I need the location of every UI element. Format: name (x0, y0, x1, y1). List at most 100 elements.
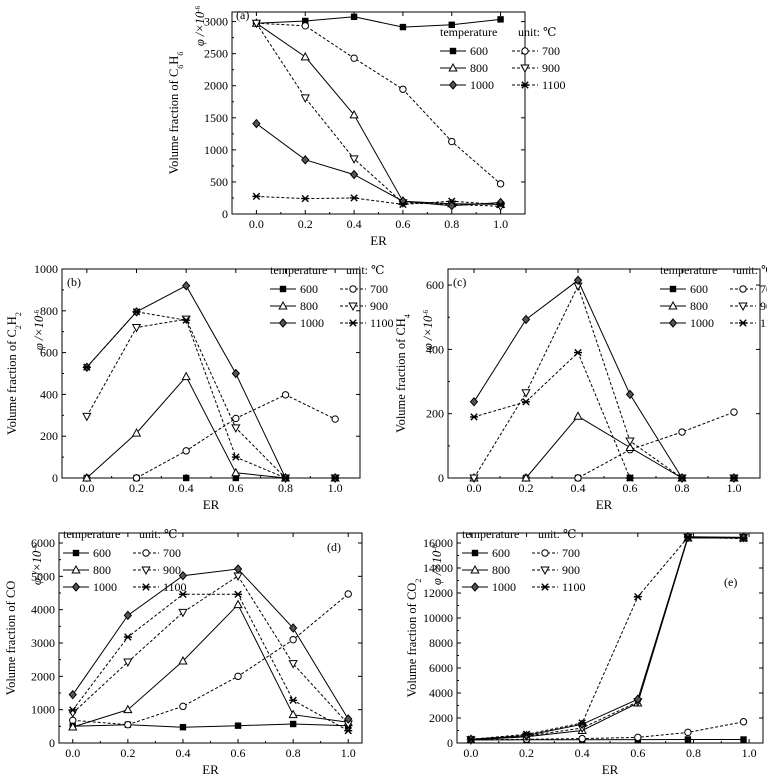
x-tick-label: 0.0 (463, 746, 478, 760)
legend-label-1000: 1000 (690, 316, 714, 330)
legend-marker-700 (349, 285, 357, 293)
y-tick-label: 0 (52, 471, 58, 485)
y-axis-label-text: Volume fraction of C (167, 69, 181, 175)
y-tick-label: 12000 (423, 586, 453, 600)
legend-label-900: 900 (760, 299, 767, 313)
y-axis-label-subscript: 2 (14, 312, 23, 316)
data-point (349, 169, 359, 180)
y-axis-unit-text: φ /×10 (32, 315, 46, 350)
y-axis-label-text: H (5, 316, 19, 325)
legend-unit: unit: ℃ (139, 527, 177, 541)
data-point (684, 736, 692, 743)
data-point (68, 689, 77, 700)
data-point (124, 720, 132, 729)
legend-label-900: 900 (370, 299, 388, 313)
legend-label-800: 800 (300, 299, 318, 313)
legend-label-1100: 1100 (370, 316, 394, 330)
y-tick-label: 1000 (34, 262, 58, 276)
data-point (231, 368, 240, 379)
legend: temperature unit: ℃ 600 700 800 900 1000 1100 (660, 263, 767, 330)
data-point (496, 201, 505, 209)
series-line-800 (470, 537, 744, 741)
legend-label-1100: 1100 (542, 78, 566, 92)
data-point (399, 85, 407, 93)
legend-label-600: 600 (492, 546, 510, 560)
legend-label-800: 800 (470, 61, 488, 75)
data-point (678, 474, 686, 482)
data-point (232, 474, 240, 482)
y-tick-label: 600 (426, 278, 444, 292)
x-tick-label: 0.6 (395, 217, 410, 231)
legend-marker-600 (72, 549, 80, 557)
series-800 (251, 18, 506, 208)
legend-label-700: 700 (562, 546, 580, 560)
x-tick-label: 0.2 (519, 746, 534, 760)
data-point (182, 280, 191, 291)
legend-marker-800 (668, 300, 678, 310)
y-axis-label-text: Volume fraction of C (5, 329, 19, 435)
data-point (349, 155, 359, 164)
legend-marker-800 (470, 564, 480, 574)
legend-marker-600 (279, 285, 287, 293)
data-point (740, 736, 747, 743)
data-point (634, 733, 642, 742)
y-axis-label-subscript: 6 (176, 52, 185, 56)
series-line-700 (256, 22, 501, 185)
series-line-600 (72, 723, 349, 728)
legend-marker-900 (520, 64, 530, 74)
legend-title: temperature (440, 25, 497, 39)
y-tick-label: 0 (222, 207, 228, 221)
data-point (331, 474, 340, 482)
data-point (469, 474, 479, 484)
y-tick-label: 600 (40, 346, 58, 360)
legend-unit: unit: ℃ (346, 263, 384, 277)
legend-marker-800 (71, 564, 81, 574)
legend-marker-1000 (278, 318, 288, 328)
series-1000 (252, 118, 505, 211)
panel-label: (d) (327, 540, 341, 554)
y-axis-unit: φ /×10-6 (30, 544, 44, 585)
chart-panel-c: 0.0 0.2 0.4 0.6 0.8 1.0 0 200 400 600 ER Volume fra… (394, 263, 767, 512)
legend: temperature unit: ℃ 600 700 800 900 1000 1100 (270, 263, 394, 330)
y-axis-label-text: Volume fraction of CO (405, 583, 419, 698)
data-point (633, 593, 642, 601)
y-tick-label: 400 (426, 342, 444, 356)
x-axis-label: ER (370, 233, 387, 248)
data-point (131, 324, 142, 333)
y-axis-label: Volume fraction of CO2 (405, 579, 423, 698)
x-tick-label: 0.4 (571, 481, 586, 495)
y-tick-label: 5000 (31, 569, 55, 583)
x-tick-label: 0.8 (286, 746, 301, 760)
data-point (573, 411, 583, 420)
y-tick-label: 800 (40, 304, 58, 318)
y-axis-unit: φ /×10-6 (430, 544, 444, 585)
panel-label: (b) (67, 275, 81, 289)
legend-label-1000: 1000 (300, 316, 324, 330)
data-point (730, 408, 738, 416)
data-point (301, 194, 310, 203)
data-point (350, 54, 358, 62)
y-axis-label-subscript: 6 (176, 65, 185, 69)
legend-label-700: 700 (760, 282, 767, 296)
data-point (398, 200, 407, 209)
legend-label-800: 800 (93, 563, 111, 577)
data-point (289, 696, 298, 705)
data-point (233, 572, 243, 582)
series-700 (83, 391, 339, 482)
series-900 (82, 315, 340, 484)
legend-label-800: 800 (492, 563, 510, 577)
legend-marker-700 (142, 549, 150, 557)
series-600 (69, 720, 352, 731)
legend: temperature unit: ℃ 600 700 800 900 1000 1100 (440, 25, 566, 92)
x-tick-label: 0.8 (686, 746, 701, 760)
legend-marker-600 (669, 285, 677, 293)
legend-label-800: 800 (690, 299, 708, 313)
panel-label: (a) (236, 8, 249, 22)
x-tick-label: 0.0 (65, 746, 80, 760)
series-line-800 (256, 22, 501, 205)
legend-marker-700 (541, 549, 549, 557)
y-tick-label: 3000 (204, 15, 228, 29)
legend-marker-1100 (142, 583, 150, 591)
data-point (234, 672, 242, 681)
data-point (684, 728, 692, 737)
